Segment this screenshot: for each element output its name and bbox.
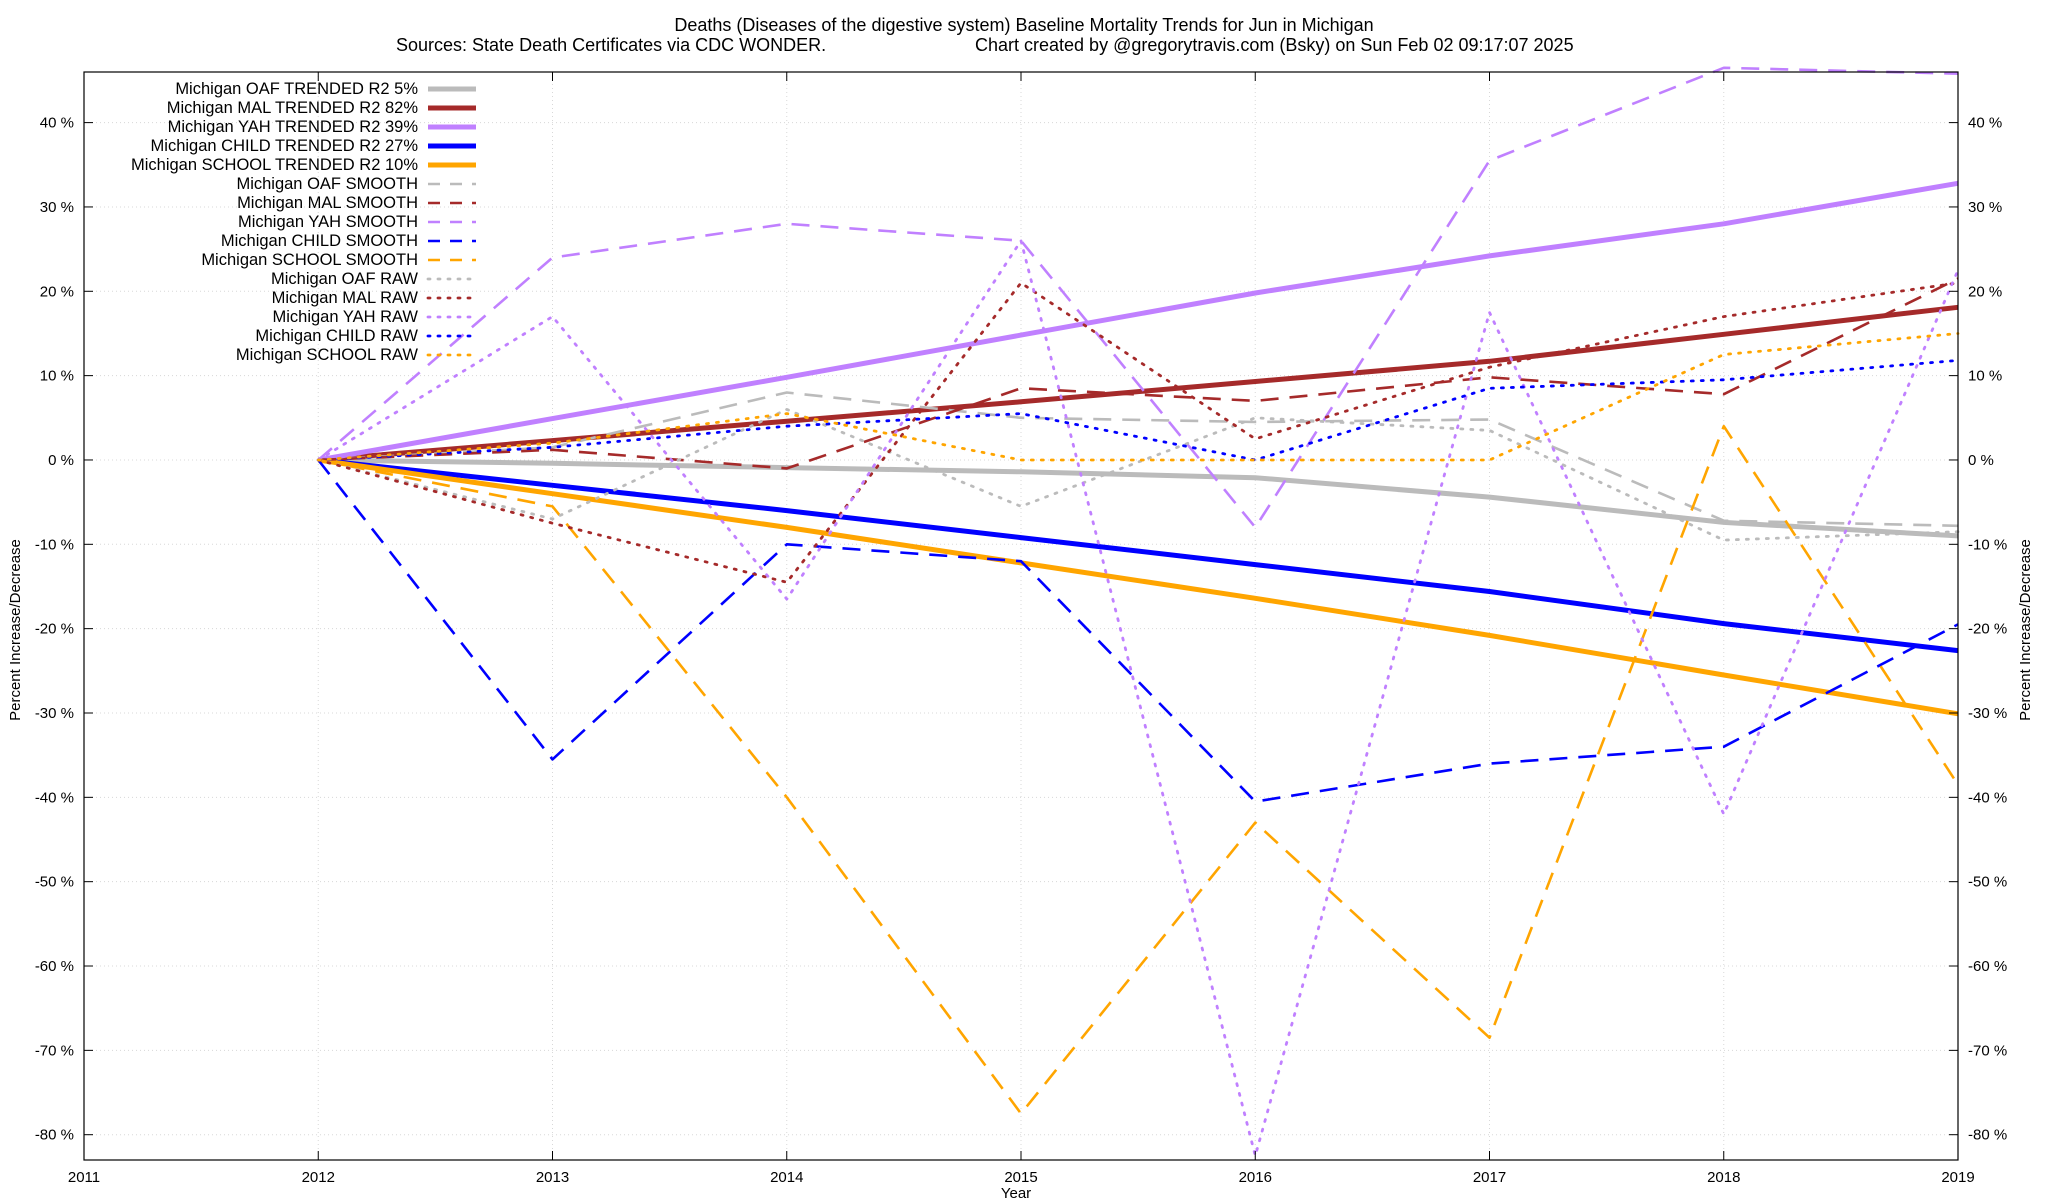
legend-label: Michigan YAH SMOOTH: [238, 213, 418, 231]
x-axis-label: Year: [1001, 1185, 1031, 1200]
y-tick-label-right: -70 %: [1968, 1042, 2007, 1059]
series-line-11: [316, 407, 1960, 542]
legend-label: Michigan CHILD TRENDED R2 27%: [151, 137, 419, 155]
series-line-7: [318, 277, 1959, 470]
x-tick-label: 2016: [1239, 1169, 1272, 1186]
y-tick-label-left: -50 %: [35, 874, 74, 891]
y-tick-label-left: 0 %: [48, 452, 74, 469]
x-tick-label: 2013: [536, 1169, 569, 1186]
y-tick-label-right: -40 %: [1968, 789, 2007, 806]
legend-label: Michigan OAF TRENDED R2 5%: [175, 80, 418, 98]
y-tick-label-right: -10 %: [1968, 536, 2007, 553]
y-tick-label-left: -30 %: [35, 705, 74, 722]
y-tick-label-left: 30 %: [40, 199, 74, 216]
series-line-8: [317, 66, 1959, 529]
legend-label: Michigan CHILD RAW: [255, 327, 418, 345]
y-axis-label-left: Percent Increase/Decrease: [7, 539, 24, 721]
axis-ticks: 2011 2012 2013 2014 2015 2016 2017 2018 2019 40 %…: [35, 72, 2007, 1186]
series-line-6: [318, 391, 1959, 528]
y-tick-label-left: -10 %: [35, 536, 74, 553]
series-line-12: [316, 281, 1960, 584]
y-tick-label-left: 10 %: [40, 368, 74, 385]
series-line-15: [316, 332, 1960, 462]
legend-label: Michigan OAF SMOOTH: [236, 175, 418, 193]
y-tick-label-right: 20 %: [1968, 283, 2002, 300]
legend: Michigan OAF TRENDED R2 5%Michigan MAL T…: [131, 80, 478, 364]
chart-source: Sources: State Death Certificates via CD…: [396, 35, 826, 55]
series-line-9: [317, 459, 1959, 803]
grid: [83, 72, 1959, 1160]
plot-series: [316, 66, 1960, 1158]
y-tick-label-left: 20 %: [40, 283, 74, 300]
x-tick-label: 2018: [1707, 1169, 1740, 1186]
y-axis-label-right: Percent Increase/Decrease: [2017, 539, 2034, 721]
y-tick-label-left: -60 %: [35, 958, 74, 975]
y-tick-label-right: 0 %: [1968, 452, 1994, 469]
x-tick-label: 2017: [1473, 1169, 1506, 1186]
legend-label: Michigan MAL TRENDED R2 82%: [167, 99, 419, 117]
legend-label: Michigan OAF RAW: [271, 270, 418, 288]
y-tick-label-left: -20 %: [35, 621, 74, 638]
legend-label: Michigan SCHOOL TRENDED R2 10%: [131, 156, 418, 174]
chart-title: Deaths (Diseases of the digestive system…: [674, 15, 1373, 35]
legend-label: Michigan SCHOOL SMOOTH: [201, 251, 418, 269]
y-tick-label-right: -60 %: [1968, 958, 2007, 975]
y-tick-label-right: -30 %: [1968, 705, 2007, 722]
legend-label: Michigan CHILD SMOOTH: [221, 232, 418, 250]
x-tick-label: 2019: [1941, 1169, 1974, 1186]
series-line-1: [318, 457, 1959, 539]
x-tick-label: 2012: [302, 1169, 335, 1186]
series-line-3: [317, 180, 1959, 463]
series-line-4: [318, 457, 1959, 654]
legend-label: Michigan YAH RAW: [273, 308, 419, 326]
x-tick-label: 2014: [770, 1169, 803, 1186]
x-tick-label: 2015: [1004, 1169, 1037, 1186]
series-line-13: [316, 239, 1960, 1158]
legend-label: Michigan MAL RAW: [272, 289, 419, 307]
x-tick-label: 2011: [68, 1169, 100, 1186]
series-line-10: [318, 424, 1960, 1115]
y-tick-label-right: -20 %: [1968, 621, 2007, 638]
chart-credit: Chart created by @gregorytravis.com (Bsk…: [975, 35, 1574, 55]
y-tick-label-right: -80 %: [1968, 1127, 2007, 1144]
y-tick-label-right: 40 %: [1968, 115, 2002, 132]
y-tick-label-left: -80 %: [35, 1127, 74, 1144]
legend-label: Michigan MAL SMOOTH: [237, 194, 418, 212]
y-tick-label-right: -50 %: [1968, 874, 2007, 891]
y-tick-label-left: -40 %: [35, 789, 74, 806]
y-tick-label-left: 40 %: [40, 115, 74, 132]
series-line-5: [317, 457, 1959, 717]
legend-label: Michigan YAH TRENDED R2 39%: [168, 118, 419, 136]
y-tick-label-right: 30 %: [1968, 199, 2002, 216]
y-tick-label-right: 10 %: [1968, 368, 2002, 385]
y-tick-label-left: -70 %: [35, 1042, 74, 1059]
legend-label: Michigan SCHOOL RAW: [236, 346, 419, 364]
